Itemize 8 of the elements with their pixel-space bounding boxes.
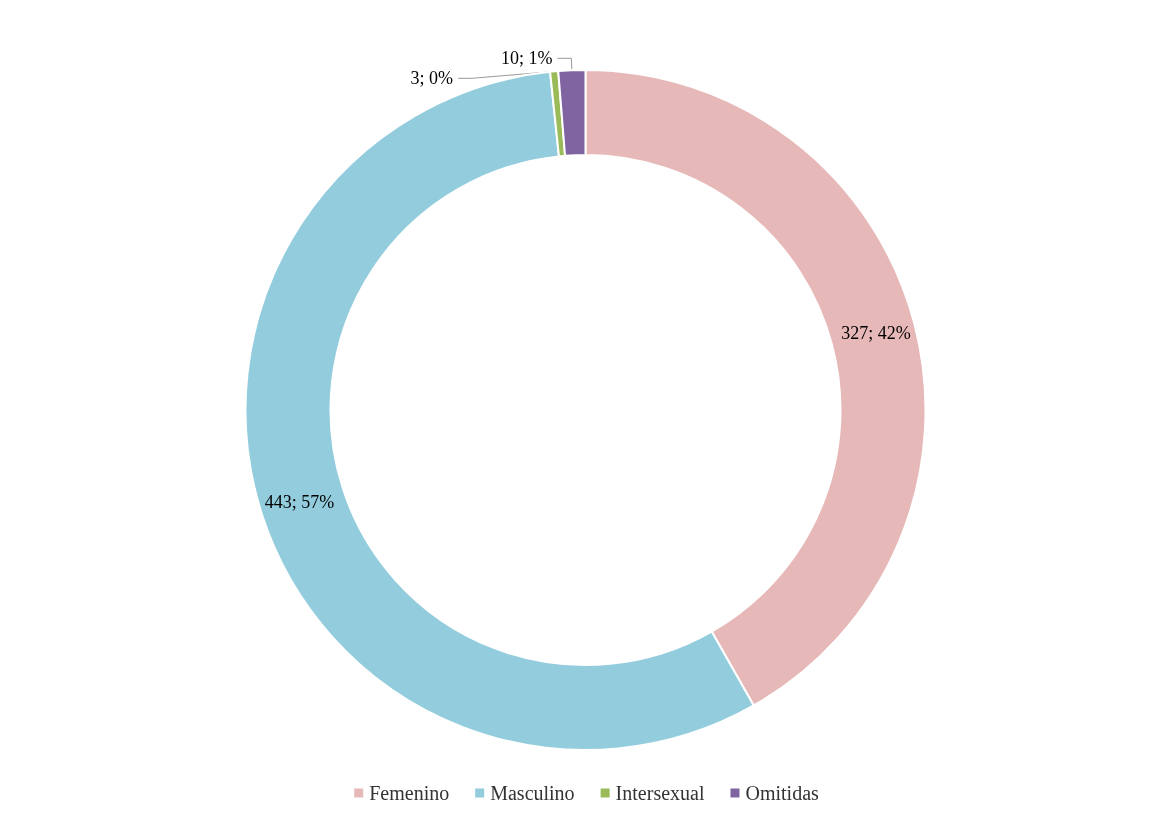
- data-label: 327; 42%: [841, 323, 911, 344]
- legend-label: Omitidas: [745, 782, 820, 804]
- data-label: 10; 1%: [500, 48, 553, 69]
- legend-label: Masculino: [490, 782, 575, 804]
- legend-label: Intersexual: [615, 782, 705, 804]
- data-label: 443; 57%: [264, 491, 335, 512]
- data-label: 3; 0%: [410, 68, 454, 89]
- legend-label: Femenino: [369, 782, 450, 804]
